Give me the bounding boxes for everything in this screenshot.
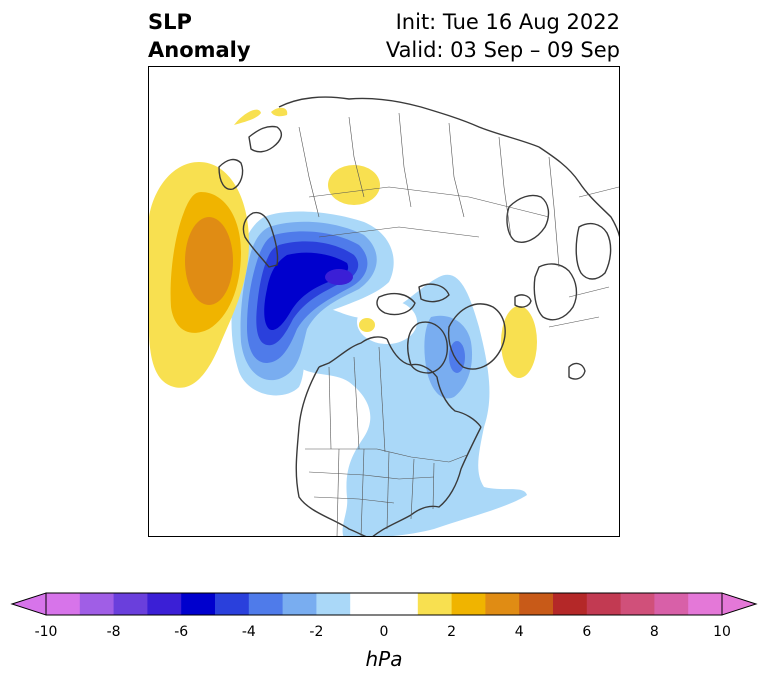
colorbar-extend-high [721, 592, 758, 616]
negative-anomaly-lobe-mid [424, 315, 473, 399]
colorbar-cell [451, 593, 486, 615]
title-line-2: Anomaly [148, 38, 251, 62]
positive-anomaly-small [359, 318, 375, 332]
colorbar-tick-label: 2 [447, 624, 457, 640]
colorbar-cell [350, 593, 385, 615]
title-line-1: SLP [148, 10, 192, 34]
colorbar-tick-label: -10 [34, 624, 58, 640]
positive-anomaly-north [328, 165, 380, 205]
colorbar-cell [417, 593, 453, 615]
colorbar-outline [45, 592, 723, 616]
positive-anomaly-top [234, 107, 288, 125]
colorbar-cell [688, 593, 723, 615]
colorbar-cell [316, 593, 351, 615]
political-boundaries [298, 112, 619, 536]
colorbar-cell [620, 593, 655, 615]
valid-range: Valid: 03 Sep – 09 Sep [385, 38, 620, 62]
colorbar-tick-label: 10 [713, 624, 731, 640]
colorbar-cell [181, 593, 216, 615]
colorbar-cell [654, 593, 689, 615]
colorbar-tick-label: 4 [514, 624, 524, 640]
colorbar-cell [248, 593, 284, 615]
colorbar-cell [79, 593, 115, 615]
forecast-dates: Init: Tue 16 Aug 2022 Valid: 03 Sep – 09… [386, 8, 620, 64]
map-title: SLP Anomaly [148, 8, 251, 64]
negative-anomaly-max [325, 269, 353, 285]
colorbar-cell [282, 593, 317, 615]
colorbar-cell [113, 593, 148, 615]
colorbar-unit: hPa [365, 647, 403, 671]
colorbar-cells [46, 593, 723, 615]
colorbar-cell [485, 593, 520, 615]
colorbar-cell [384, 593, 419, 615]
colorbar-cell [553, 593, 588, 615]
colorbar-tick-label: 0 [379, 624, 389, 640]
negative-anomaly-core [264, 252, 349, 331]
colorbar-cell [147, 593, 182, 615]
colorbar-cell [46, 593, 81, 615]
colorbar-tick-label: 8 [649, 624, 659, 640]
coastlines [218, 96, 619, 536]
colorbar-cell [215, 593, 250, 615]
anomaly-map [148, 66, 620, 537]
colorbar-tick-label: -8 [106, 624, 121, 640]
colorbar-cell [519, 593, 554, 615]
colorbar-tick-label: -6 [174, 624, 189, 640]
colorbar-extend-low [10, 592, 47, 616]
positive-anomaly-east [501, 306, 537, 378]
negative-anomaly-lobe-strong [449, 341, 465, 373]
colorbar [10, 592, 758, 616]
anomaly-fill [149, 107, 537, 536]
positive-anomaly-west-strong [185, 217, 233, 305]
colorbar-tick-label: -4 [241, 624, 256, 640]
map-canvas [149, 96, 619, 536]
colorbar-cell [586, 593, 622, 615]
neutral-gap [357, 300, 417, 344]
colorbar-tick-label: -2 [309, 624, 324, 640]
colorbar-tick-label: 6 [582, 624, 592, 640]
init-date: Init: Tue 16 Aug 2022 [395, 10, 620, 34]
